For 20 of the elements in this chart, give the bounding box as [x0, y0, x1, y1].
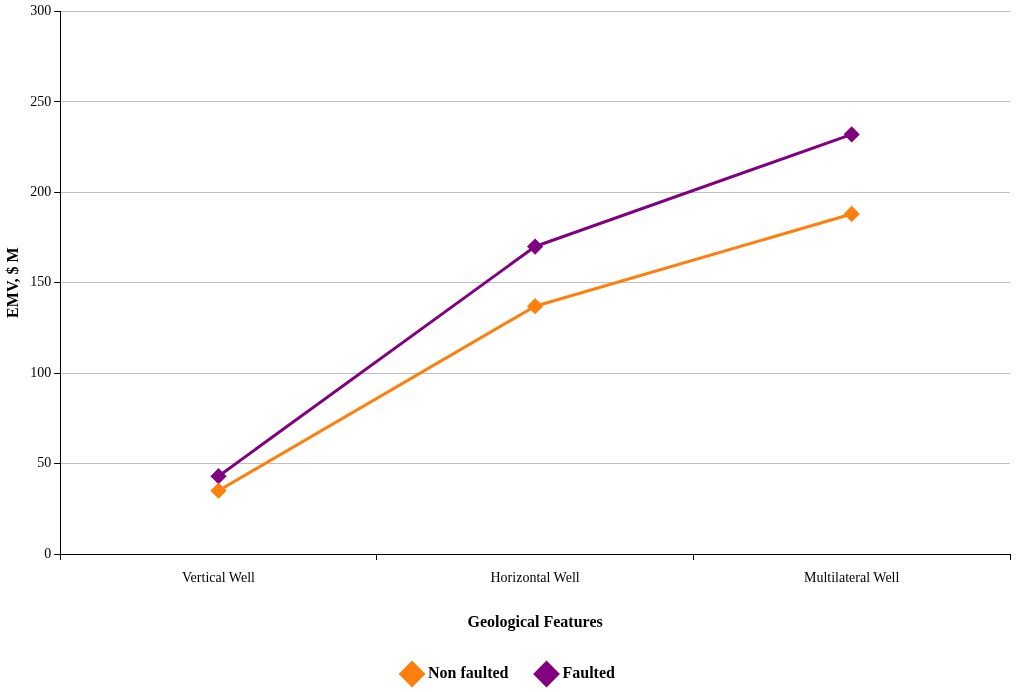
y-tick-label: 150 [30, 274, 52, 290]
y-axis-title: EMV, $ M [3, 247, 21, 318]
point [844, 126, 860, 142]
point [527, 239, 543, 255]
y-tick-label: 250 [30, 93, 52, 109]
y-tick-label: 0 [44, 545, 52, 561]
x-tick-label: Multilateral Well [803, 570, 900, 586]
x-tick-label: Horizontal Well [490, 570, 580, 586]
y-tick-label: 300 [30, 3, 52, 19]
y-tick-label: 200 [30, 183, 52, 199]
legend-label: Faulted [562, 664, 616, 682]
x-axis-title: Geological Features [467, 612, 603, 631]
point [844, 206, 860, 222]
x-tick-label: Vertical Well [182, 570, 256, 586]
y-tick-label: 100 [30, 364, 52, 380]
legend-label: Non faulted [428, 664, 509, 682]
point [527, 298, 543, 314]
point [211, 468, 226, 484]
y-tick-label: 50 [37, 455, 52, 471]
point [211, 483, 226, 499]
